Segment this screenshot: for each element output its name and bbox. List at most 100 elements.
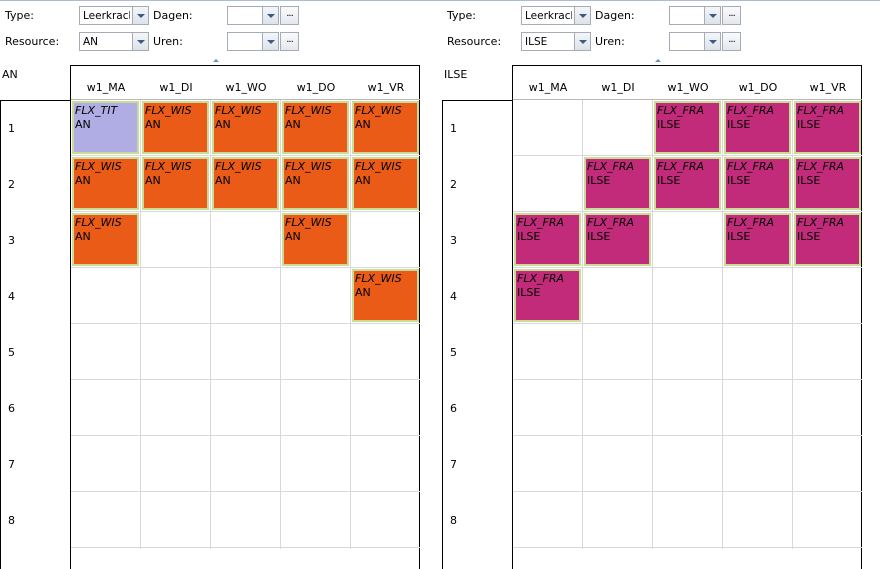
lesson-teacher: ILSE (517, 230, 541, 243)
grid-column-line (792, 100, 793, 549)
lesson-subject: FLX_WIS (215, 104, 262, 117)
lesson-block[interactable]: FLX_FRA ILSE (514, 269, 581, 322)
lesson-teacher: AN (355, 286, 371, 299)
schedule-panel-left: Type: Leerkracht Dagen: ... Resource: AN… (0, 6, 420, 569)
lesson-teacher: AN (355, 118, 371, 131)
lesson-teacher: AN (355, 174, 371, 187)
lesson-block[interactable]: FLX_WIS AN (72, 157, 139, 210)
uren-browse-button[interactable]: ... (722, 32, 741, 51)
lesson-subject: FLX_WIS (145, 104, 192, 117)
lesson-block[interactable]: FLX_WIS AN (142, 101, 209, 154)
dagen-combo[interactable] (227, 6, 279, 25)
chevron-down-icon[interactable] (574, 7, 590, 24)
lesson-block[interactable]: FLX_WIS AN (142, 157, 209, 210)
lesson-block[interactable]: FLX_WIS AN (352, 101, 419, 154)
grid-row-line (71, 379, 420, 380)
lesson-subject: FLX_WIS (285, 104, 332, 117)
lesson-block[interactable]: FLX_FRA ILSE (724, 213, 791, 266)
lesson-block[interactable]: FLX_TIT AN (72, 101, 139, 154)
uren-combo[interactable] (669, 32, 721, 51)
hour-header-column: 1 2 3 4 5 6 7 8 (442, 100, 513, 569)
day-column-header: w1_DI (159, 81, 193, 94)
chevron-down-icon[interactable] (704, 7, 720, 24)
lesson-teacher: AN (215, 174, 231, 187)
lesson-block[interactable]: FLX_WIS AN (352, 157, 419, 210)
dagen-browse-button[interactable]: ... (722, 6, 741, 25)
day-column-header: w1_DI (601, 81, 635, 94)
chevron-down-icon[interactable] (132, 33, 148, 50)
lesson-subject: FLX_WIS (285, 216, 332, 229)
lesson-subject: FLX_FRA (587, 216, 634, 229)
lesson-subject: FLX_FRA (797, 104, 844, 117)
lesson-block[interactable]: FLX_WIS AN (212, 157, 279, 210)
lesson-block[interactable]: FLX_FRA ILSE (654, 157, 721, 210)
lesson-block[interactable]: FLX_FRA ILSE (654, 101, 721, 154)
lesson-block[interactable]: FLX_WIS AN (72, 213, 139, 266)
chevron-down-icon[interactable] (132, 7, 148, 24)
schedule-grid[interactable] (512, 65, 862, 569)
grid-row-line (513, 323, 862, 324)
hour-label: 6 (450, 402, 457, 415)
lesson-subject: FLX_FRA (517, 272, 564, 285)
type-label: Type: (447, 9, 476, 22)
lesson-block[interactable]: FLX_WIS AN (282, 213, 349, 266)
lesson-block[interactable]: FLX_WIS AN (352, 269, 419, 322)
day-column-header: w1_WO (667, 81, 709, 94)
hour-label: 7 (8, 458, 15, 471)
lesson-subject: FLX_WIS (75, 216, 122, 229)
resource-combo-value: AN (83, 36, 99, 48)
type-combo[interactable]: Leerkracht (521, 6, 591, 25)
lesson-subject: FLX_TIT (75, 104, 118, 117)
chevron-down-icon[interactable] (574, 33, 590, 50)
uren-combo[interactable] (227, 32, 279, 51)
lesson-block[interactable]: FLX_WIS AN (282, 157, 349, 210)
dagen-browse-button[interactable]: ... (280, 6, 299, 25)
schedule-grid[interactable] (70, 65, 420, 569)
splitter-grip-icon[interactable] (655, 59, 661, 62)
resource-name: AN (2, 68, 18, 81)
dagen-label: Dagen: (595, 9, 635, 22)
lesson-teacher: AN (75, 118, 91, 131)
lesson-teacher: AN (145, 118, 161, 131)
hour-label: 4 (8, 290, 15, 303)
lesson-block[interactable]: FLX_FRA ILSE (724, 157, 791, 210)
lesson-block[interactable]: FLX_FRA ILSE (584, 213, 651, 266)
grid-row-line (71, 155, 420, 156)
lesson-teacher: ILSE (587, 174, 611, 187)
lesson-block[interactable]: FLX_FRA ILSE (514, 213, 581, 266)
splitter-grip-icon[interactable] (213, 59, 219, 62)
uren-label: Uren: (153, 35, 183, 48)
hour-label: 8 (8, 514, 15, 527)
type-combo[interactable]: Leerkracht (79, 6, 149, 25)
schedule-panel-right: Type: Leerkracht Dagen: ... Resource: IL… (442, 0, 880, 569)
hour-label: 1 (450, 122, 457, 135)
resource-combo-value: ILSE (525, 36, 548, 48)
dagen-combo[interactable] (669, 6, 721, 25)
lesson-block[interactable]: FLX_FRA ILSE (584, 157, 651, 210)
lesson-teacher: ILSE (727, 118, 751, 131)
chevron-down-icon[interactable] (704, 33, 720, 50)
lesson-block[interactable]: FLX_FRA ILSE (794, 213, 861, 266)
grid-row-line (513, 435, 862, 436)
uren-browse-button[interactable]: ... (280, 32, 299, 51)
lesson-block[interactable]: FLX_FRA ILSE (794, 157, 861, 210)
day-column-header: w1_MA (86, 81, 126, 94)
day-column-header: w1_DO (296, 81, 336, 94)
lesson-block[interactable]: FLX_WIS AN (212, 101, 279, 154)
resource-combo[interactable]: ILSE (521, 32, 591, 51)
resource-combo[interactable]: AN (79, 32, 149, 51)
lesson-block[interactable]: FLX_FRA ILSE (724, 101, 791, 154)
chevron-down-icon[interactable] (262, 7, 278, 24)
grid-row-line (513, 491, 862, 492)
lesson-teacher: AN (75, 230, 91, 243)
lesson-teacher: ILSE (727, 230, 751, 243)
hour-label: 5 (8, 346, 15, 359)
lesson-block[interactable]: FLX_FRA ILSE (794, 101, 861, 154)
lesson-subject: FLX_FRA (797, 160, 844, 173)
lesson-teacher: ILSE (657, 174, 681, 187)
type-label: Type: (5, 9, 34, 22)
lesson-subject: FLX_FRA (657, 160, 704, 173)
hour-label: 6 (8, 402, 15, 415)
lesson-block[interactable]: FLX_WIS AN (282, 101, 349, 154)
chevron-down-icon[interactable] (262, 33, 278, 50)
